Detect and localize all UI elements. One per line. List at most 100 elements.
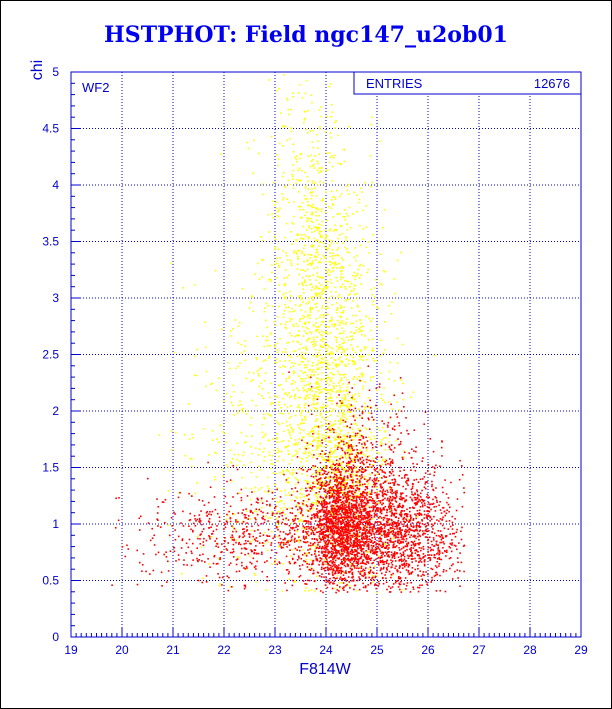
data-point — [274, 507, 276, 510]
data-point — [202, 528, 205, 530]
data-point — [303, 194, 306, 197]
data-point — [298, 375, 300, 377]
data-point — [310, 191, 313, 194]
data-point — [226, 480, 228, 483]
data-point — [323, 446, 325, 448]
data-point — [250, 445, 252, 448]
data-point — [329, 378, 331, 380]
data-point — [347, 383, 349, 385]
data-point — [346, 443, 349, 445]
data-point — [374, 474, 376, 477]
data-point — [342, 310, 345, 312]
data-point — [338, 344, 341, 346]
data-point — [289, 332, 291, 334]
data-point — [372, 502, 374, 504]
data-point — [404, 513, 406, 516]
data-point — [224, 526, 227, 529]
data-point — [322, 506, 324, 509]
data-point — [276, 505, 278, 508]
data-point — [364, 470, 366, 472]
data-point — [278, 305, 281, 308]
data-point — [368, 535, 371, 538]
data-point — [333, 323, 336, 325]
data-point — [394, 292, 397, 295]
data-point — [372, 505, 374, 507]
data-point — [327, 552, 330, 555]
data-point — [367, 505, 370, 507]
data-point — [315, 419, 318, 422]
data-point — [254, 486, 257, 489]
data-point — [299, 153, 302, 156]
data-point — [308, 527, 310, 530]
data-point — [345, 536, 348, 538]
data-point — [440, 558, 443, 561]
data-point — [326, 482, 329, 484]
data-point — [253, 566, 256, 569]
data-point — [278, 209, 280, 212]
data-point — [371, 181, 374, 184]
data-point — [437, 544, 439, 546]
data-point — [410, 571, 413, 574]
data-point — [306, 481, 308, 484]
data-point — [396, 259, 399, 262]
data-point — [160, 571, 163, 574]
data-point — [319, 287, 321, 290]
data-point — [359, 453, 362, 455]
data-point — [316, 559, 319, 561]
data-point — [334, 444, 336, 447]
data-point — [284, 538, 286, 541]
data-point — [329, 372, 332, 374]
data-point — [315, 386, 318, 389]
data-point — [278, 501, 281, 504]
data-point — [330, 424, 332, 427]
data-point — [415, 550, 418, 552]
data-point — [327, 362, 329, 364]
data-point — [394, 490, 397, 493]
data-point — [382, 270, 385, 272]
data-point — [391, 468, 393, 471]
data-point — [339, 195, 341, 198]
data-point — [361, 330, 364, 332]
data-point — [340, 409, 343, 411]
data-point — [321, 372, 324, 374]
data-point — [419, 522, 421, 524]
data-point — [325, 435, 327, 438]
data-point — [262, 335, 264, 337]
data-point — [389, 464, 392, 467]
data-point — [350, 444, 352, 446]
data-point — [370, 514, 373, 517]
data-point — [340, 440, 343, 442]
data-point — [405, 499, 408, 501]
data-point — [302, 436, 305, 438]
data-point — [328, 269, 330, 271]
data-point — [379, 464, 381, 467]
data-point — [304, 321, 306, 324]
data-point — [281, 351, 284, 353]
data-point — [423, 564, 426, 567]
data-point — [351, 307, 353, 309]
data-point — [329, 521, 331, 523]
data-point — [337, 476, 339, 478]
data-point — [406, 544, 409, 547]
data-point — [349, 587, 351, 589]
data-point — [355, 329, 358, 332]
data-point — [385, 534, 388, 537]
data-point — [345, 236, 347, 238]
data-point — [382, 553, 384, 555]
data-point — [180, 547, 183, 549]
data-point — [363, 496, 366, 498]
data-point — [427, 510, 429, 512]
data-point — [309, 521, 312, 523]
data-point — [306, 500, 308, 503]
data-point — [269, 396, 271, 399]
data-point — [342, 259, 344, 261]
data-point — [386, 542, 389, 544]
data-point — [260, 510, 262, 513]
data-point — [337, 525, 340, 528]
data-point — [420, 561, 423, 563]
data-point — [406, 526, 409, 529]
data-point — [314, 420, 317, 423]
data-point — [333, 387, 335, 390]
data-point — [296, 178, 298, 181]
data-point — [312, 299, 314, 301]
